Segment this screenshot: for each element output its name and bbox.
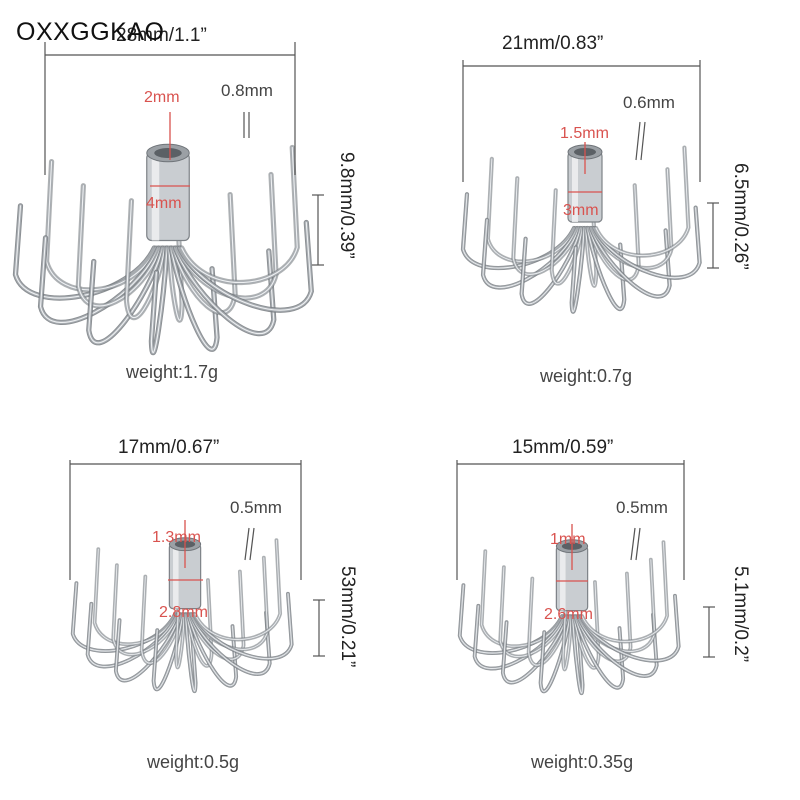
product-panel-3: 17mm/0.67” 0.5mm 1.3mm 2.8mm 53mm/0.21” … bbox=[0, 400, 400, 800]
height-dimension-label: 9.8mm/0.39” bbox=[336, 152, 357, 259]
weight-label: weight:0.5g bbox=[147, 752, 240, 772]
base-diameter-label: 2.8mm bbox=[159, 604, 208, 621]
top-diameter-label: 1.3mm bbox=[152, 529, 201, 546]
top-diameter-label: 1.5mm bbox=[560, 125, 609, 142]
wire-diameter-label: 0.6mm bbox=[623, 93, 675, 112]
hook-prong bbox=[180, 145, 299, 285]
height-dimension-label: 6.5mm/0.26” bbox=[730, 163, 751, 270]
wire-diameter-label: 0.5mm bbox=[230, 498, 282, 517]
product-panel-4: 15mm/0.59” 0.5mm 1mm 2.6mm 5.1mm/0.2” we… bbox=[400, 400, 800, 800]
hook-photo bbox=[12, 42, 324, 356]
width-dimension-label: 28mm/1.1” bbox=[116, 25, 207, 46]
top-diameter-label: 1mm bbox=[550, 531, 586, 548]
height-dimension-label: 53mm/0.21” bbox=[337, 566, 358, 668]
weight-label: weight:0.7g bbox=[540, 366, 633, 386]
weight-label: weight:0.35g bbox=[531, 752, 634, 772]
hook-prong bbox=[594, 146, 690, 257]
width-dimension-label: 17mm/0.67” bbox=[118, 437, 220, 458]
hook-photo bbox=[460, 60, 719, 314]
hook-prong bbox=[480, 550, 565, 648]
height-dimension-label: 5.1mm/0.2” bbox=[730, 566, 751, 663]
hook-photo bbox=[69, 460, 325, 694]
base-diameter-label: 2.6mm bbox=[544, 606, 593, 623]
hook-photo bbox=[456, 460, 715, 696]
product-panel-2: 21mm/0.83” 0.6mm 1.5mm 3mm 6.5mm/0.26” w… bbox=[400, 0, 800, 400]
base-diameter-label: 4mm bbox=[146, 195, 182, 212]
product-panel-1: 28mm/1.1” 0.8mm 2mm 4mm 9.8mm/0.39” weig… bbox=[0, 0, 400, 400]
wire-diameter-label: 0.5mm bbox=[616, 498, 668, 517]
base-diameter-label: 3mm bbox=[563, 202, 599, 219]
width-dimension-label: 15mm/0.59” bbox=[512, 437, 614, 458]
weight-label: weight:1.7g bbox=[126, 362, 219, 382]
width-dimension-label: 21mm/0.83” bbox=[502, 33, 604, 54]
wire-diameter-label: 0.8mm bbox=[221, 81, 273, 100]
brand-watermark: OXXGGKAO bbox=[16, 18, 165, 46]
hook-prong bbox=[93, 548, 178, 646]
top-diameter-label: 2mm bbox=[144, 89, 180, 106]
